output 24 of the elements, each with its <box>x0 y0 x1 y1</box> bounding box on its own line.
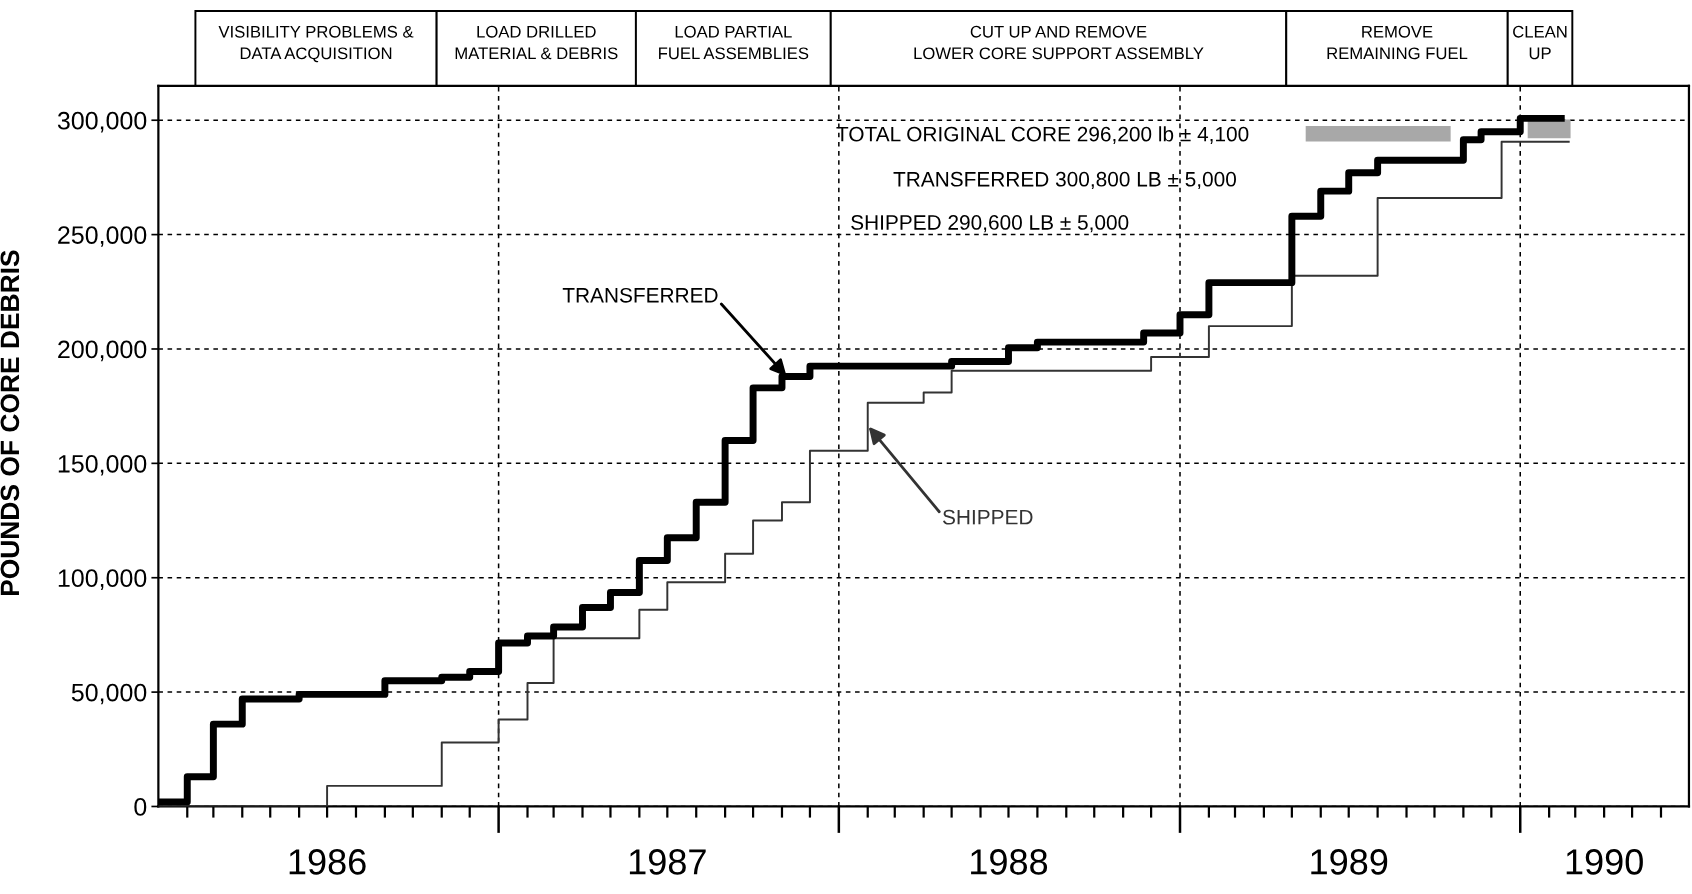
x-tick-label: 1988 <box>971 849 1048 875</box>
y-tick-label: 150,000 <box>58 454 147 476</box>
text: CLEAN UP <box>1513 25 1567 60</box>
annotation: TOTAL ORIGINAL CORE 296,200 lb ± 4,100 <box>836 126 1249 144</box>
y-tick-label: 200,000 <box>58 340 147 362</box>
text: CUT UP AND REMOVE LOWER CORE SUPPORT ASSEMBLY <box>914 25 1204 60</box>
text: LOAD DRILLED MATERIAL & DEBRIS <box>455 25 618 60</box>
y-tick-label: 250,000 <box>58 226 147 247</box>
annotation: TRANSFERRED 300,800 LB ± 5,000 <box>893 171 1237 190</box>
y-tick-label: 100,000 <box>58 569 147 590</box>
y-tick-label: 50,000 <box>71 683 147 705</box>
text: VISIBILITY PROBLEMS & DATA ACQUISITION <box>218 25 414 63</box>
x-tick-label: 1989 <box>1311 849 1388 875</box>
text: LOAD PARTIAL FUEL ASSEMBLIES <box>659 25 809 60</box>
y-axis-title: POUNDS OF CORE DEBRIS <box>0 250 20 596</box>
x-tick-label: 1986 <box>289 849 366 875</box>
x-tick-label: 1987 <box>629 849 706 875</box>
y-tick-label: 300,000 <box>57 111 147 133</box>
text: TRANSFERRED <box>562 287 718 303</box>
annotation: SHIPPED 290,600 LB ± 5,000 <box>851 215 1129 233</box>
x-tick-label: 1990 <box>1566 849 1643 875</box>
y-tick-label: 0 <box>134 798 147 816</box>
text: REMOVE REMAINING FUEL <box>1327 25 1468 60</box>
text: SHIPPED <box>942 509 1033 525</box>
